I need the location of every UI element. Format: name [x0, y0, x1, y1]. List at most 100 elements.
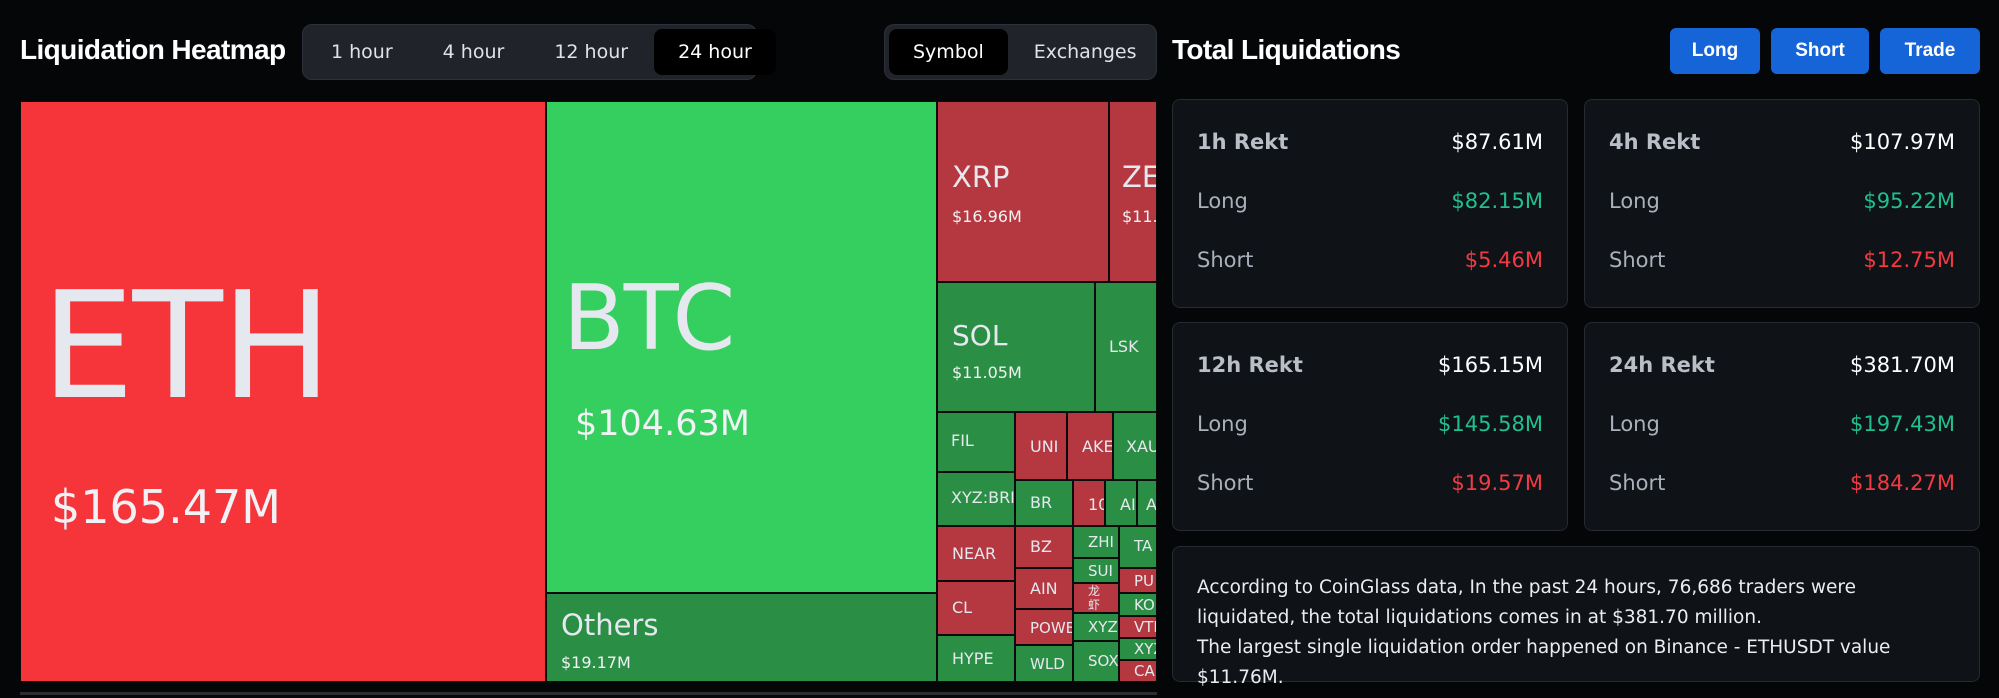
rekt-card-4h: 4h Rekt $107.97M Long $95.22M Short $12.… [1584, 99, 1980, 308]
treemap-cell-near[interactable]: NEAR [937, 526, 1015, 581]
cell-symbol: UNI [1030, 437, 1059, 456]
treemap-cell-fil[interactable]: FIL [937, 412, 1015, 472]
card-label: 24h Rekt [1609, 353, 1715, 377]
long-value: $145.58M [1438, 412, 1543, 436]
treemap-cell-xyz-br[interactable]: XYZ:BRI [937, 472, 1015, 526]
long-label: Long [1197, 189, 1248, 213]
card-header-row: 24h Rekt $381.70M [1609, 353, 1955, 377]
cell-symbol: KO [1134, 596, 1155, 614]
tab-exchanges[interactable]: Exchanges [1033, 41, 1137, 63]
card-short-row: Short $12.75M [1609, 248, 1955, 272]
treemap-cell-uni[interactable]: UNI [1015, 412, 1067, 480]
treemap-cell-ain[interactable]: AIN [1015, 568, 1073, 609]
treemap-cell-ake[interactable]: AKE [1067, 412, 1113, 480]
short-label: Short [1609, 471, 1666, 495]
rekt-card-24h: 24h Rekt $381.70M Long $197.43M Short $1… [1584, 322, 1980, 531]
cell-symbol: SOL [952, 319, 1008, 352]
cell-value: $11.05M [952, 363, 1022, 382]
cell-symbol: WLD [1030, 655, 1065, 673]
cell-symbol: XRP [952, 160, 1010, 194]
treemap-cell-zhi[interactable]: ZHI [1073, 526, 1119, 558]
tab-symbol[interactable]: Symbol [889, 29, 1008, 75]
card-short-row: Short $19.57M [1197, 471, 1543, 495]
cell-symbol: SUI [1088, 562, 1113, 580]
treemap-cell-hype[interactable]: HYPE [937, 635, 1015, 682]
treemap-cell-wld[interactable]: WLD [1015, 645, 1073, 682]
cell-symbol: AKE [1082, 437, 1113, 456]
treemap-cell-sox[interactable]: SOX [1073, 641, 1119, 682]
cell-symbol: ZE [1122, 160, 1157, 194]
long-label: Long [1609, 412, 1660, 436]
treemap-cell-car[interactable]: CAR [1119, 660, 1157, 682]
long-value: $95.22M [1863, 189, 1955, 213]
cell-symbol: SOX [1088, 652, 1119, 670]
cell-value: $11. [1122, 207, 1157, 226]
cell-symbol: XYZ:BRI [951, 488, 1015, 507]
summary-text: According to CoinGlass data, In the past… [1197, 577, 1856, 628]
cell-symbol: ZHI [1088, 533, 1114, 551]
cell-symbol: CAR [1134, 662, 1156, 680]
treemap-cell-xrp[interactable]: XRP $16.96M [937, 101, 1109, 282]
card-total: $381.70M [1850, 353, 1955, 377]
treemap-cell-zec[interactable]: ZE $11. [1109, 101, 1157, 282]
treemap-cell-br[interactable]: BR [1015, 480, 1073, 526]
treemap-cell-eth[interactable]: ETH $165.47M [20, 101, 546, 682]
treemap-cell-vth[interactable]: VTH [1119, 616, 1157, 638]
view-selector: Symbol Exchanges [884, 24, 1157, 80]
cell-symbol: HYPE [952, 649, 994, 668]
treemap-cell-lsk[interactable]: LSK [1095, 282, 1157, 412]
short-label: Short [1609, 248, 1666, 272]
cell-symbol: A [1146, 495, 1157, 514]
cell-symbol: FIL [951, 431, 974, 450]
card-long-row: Long $82.15M [1197, 189, 1543, 213]
cell-symbol: XYZ [1134, 640, 1156, 658]
cell-value: $19.17M [561, 653, 631, 672]
time-range-selector: 1 hour 4 hour 12 hour 24 hour [302, 24, 776, 80]
treemap-cell-sol[interactable]: SOL $11.05M [937, 282, 1095, 412]
treemap-cell-a[interactable]: A [1137, 480, 1157, 526]
treemap-cell-powe[interactable]: POWE [1015, 609, 1073, 645]
long-button[interactable]: Long [1670, 28, 1760, 74]
cell-symbol: ETH [41, 260, 332, 432]
treemap-cell-ko[interactable]: KO [1119, 593, 1157, 616]
liquidation-summary: According to CoinGlass data, In the past… [1172, 546, 1980, 688]
treemap-cell-others[interactable]: Others $19.17M [546, 593, 937, 682]
cell-symbol: 10 [1088, 495, 1104, 514]
short-value: $12.75M [1863, 248, 1955, 272]
tab-12-hour[interactable]: 12 hour [554, 41, 629, 63]
treemap-cell-cl[interactable]: CL [937, 581, 1015, 635]
horizontal-scrollbar[interactable] [20, 692, 1157, 695]
card-header-row: 1h Rekt $87.61M [1197, 130, 1543, 154]
treemap-cell-longxia[interactable]: 龙虾 [1073, 583, 1119, 613]
cell-symbol: 龙虾 [1088, 584, 1101, 612]
cell-symbol: BR [1030, 493, 1053, 512]
cell-symbol: PU [1134, 572, 1155, 590]
treemap-cell-btc[interactable]: BTC $104.63M [546, 101, 937, 593]
short-value: $5.46M [1464, 248, 1543, 272]
treemap-cell-ai[interactable]: AI [1105, 480, 1137, 526]
long-value: $197.43M [1850, 412, 1955, 436]
cell-symbol: NEAR [952, 544, 997, 563]
treemap-cell-sui[interactable]: SUI [1073, 558, 1119, 583]
tab-24-hour[interactable]: 24 hour [654, 29, 776, 75]
treemap-cell-bz[interactable]: BZ [1015, 526, 1073, 568]
cell-value: $104.63M [575, 404, 750, 444]
treemap-cell-xyz-b[interactable]: XYZ [1119, 638, 1157, 660]
card-long-row: Long $197.43M [1609, 412, 1955, 436]
short-value: $19.57M [1451, 471, 1543, 495]
cell-symbol: XAU [1126, 437, 1157, 456]
summary-largest-order: The largest single liquidation order hap… [1197, 637, 1891, 688]
card-label: 12h Rekt [1197, 353, 1303, 377]
rekt-card-12h: 12h Rekt $165.15M Long $145.58M Short $1… [1172, 322, 1568, 531]
treemap-cell-ta[interactable]: TA [1119, 526, 1157, 568]
tab-4-hour[interactable]: 4 hour [442, 41, 505, 63]
liquidation-treemap: ETH $165.47M BTC $104.63M Others $19.17M… [20, 101, 1157, 682]
card-short-row: Short $5.46M [1197, 248, 1543, 272]
trade-button[interactable]: Trade [1880, 28, 1980, 74]
tab-1-hour[interactable]: 1 hour [331, 41, 393, 63]
treemap-cell-xau[interactable]: XAU [1113, 412, 1157, 480]
treemap-cell-xyz-a[interactable]: XYZ [1073, 613, 1119, 641]
treemap-cell-10[interactable]: 10 [1073, 480, 1105, 526]
short-button[interactable]: Short [1771, 28, 1869, 74]
treemap-cell-pu[interactable]: PU [1119, 568, 1157, 593]
